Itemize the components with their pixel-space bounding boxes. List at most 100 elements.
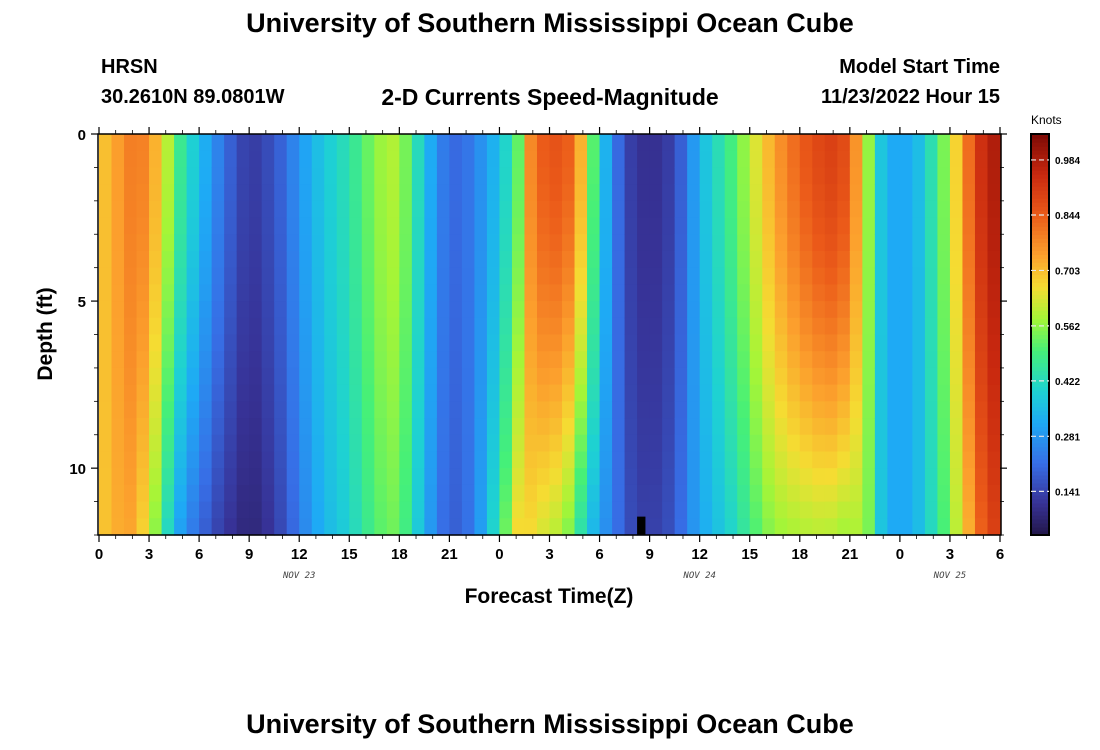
heatmap-cell (399, 451, 413, 469)
heatmap-cell (924, 451, 939, 469)
heatmap-cell (299, 468, 313, 486)
heatmap-cell (937, 334, 951, 352)
heatmap-cell (762, 418, 776, 436)
colorbar-segment (1031, 438, 1049, 444)
heatmap-cell (324, 250, 338, 269)
heatmap-cell (374, 167, 388, 185)
heatmap-cell (486, 451, 501, 469)
heatmap-cell (411, 284, 425, 302)
heatmap-cell (962, 434, 976, 453)
heatmap-cell (762, 167, 776, 185)
heatmap-cell (461, 501, 476, 519)
heatmap-cell (587, 418, 601, 436)
colorbar-segment (1031, 282, 1049, 287)
heatmap-cell (211, 250, 225, 269)
heatmap-cell (149, 200, 163, 219)
heatmap-cell (461, 167, 476, 185)
x-tick-label: 12 (691, 546, 708, 563)
heatmap-cell (874, 518, 888, 536)
heatmap-cell (149, 267, 163, 285)
heatmap-cell (849, 451, 863, 469)
heatmap-cell (687, 518, 701, 536)
heatmap-cell (612, 401, 626, 419)
heatmap-cell (837, 150, 851, 169)
x-tick-label: 0 (896, 546, 904, 563)
heatmap-cell (474, 501, 488, 519)
heatmap-cell (161, 200, 175, 219)
heatmap-cell (274, 451, 288, 469)
heatmap-cell (687, 217, 701, 235)
heatmap-cell (749, 367, 763, 386)
heatmap-cell (299, 250, 313, 269)
heatmap-cell (236, 284, 250, 302)
heatmap-cell (286, 434, 300, 453)
heatmap-cell (687, 401, 701, 419)
heatmap-cell (261, 200, 275, 219)
heatmap-cell (649, 451, 663, 469)
heatmap-cell (837, 317, 851, 336)
heatmap-cell (349, 401, 363, 419)
heatmap-cell (499, 250, 513, 269)
heatmap-cell (274, 418, 288, 436)
heatmap-cell (649, 267, 663, 285)
heatmap-cell (974, 451, 989, 469)
heatmap-cell (924, 434, 939, 453)
heatmap-cell (149, 518, 163, 536)
heatmap-cell (349, 217, 363, 235)
heatmap-cell (949, 317, 964, 336)
heatmap-cell (887, 267, 901, 285)
heatmap-cell (687, 250, 701, 269)
heatmap-cell (336, 234, 350, 252)
heatmap-cell (712, 334, 726, 352)
heatmap-cell (599, 217, 613, 235)
footer-title: University of Southern Mississippi Ocean… (246, 709, 854, 739)
heatmap-cell (386, 250, 400, 269)
heatmap-cell (699, 418, 713, 436)
heatmap-cell (824, 468, 838, 486)
heatmap-cell (374, 234, 388, 252)
heatmap-cell (436, 367, 450, 386)
heatmap-cell (411, 217, 425, 235)
heatmap-cell (562, 484, 576, 503)
heatmap-cell (124, 217, 138, 235)
heatmap-cell (812, 468, 826, 486)
heatmap-cell (124, 150, 138, 169)
heatmap-cell (524, 217, 538, 235)
heatmap-cell (136, 418, 150, 436)
x-tick-label: 3 (946, 546, 954, 563)
heatmap-cell (336, 250, 350, 269)
heatmap-cell (424, 434, 438, 453)
heatmap-cell (336, 434, 350, 453)
heatmap-cell (774, 200, 788, 219)
heatmap-cell (274, 234, 288, 252)
heatmap-cell (962, 150, 976, 169)
heatmap-cell (849, 250, 863, 269)
heatmap-cell (899, 501, 913, 519)
heatmap-cell (524, 234, 538, 252)
heatmap-cell (987, 434, 1001, 453)
heatmap-cell (261, 434, 275, 453)
heatmap-cell (461, 217, 476, 235)
heatmap-cell (774, 367, 788, 386)
heatmap-cell (587, 367, 601, 386)
heatmap-cell (687, 301, 701, 319)
heatmap-cell (449, 501, 463, 519)
heatmap-cell (299, 234, 313, 252)
heatmap-cell (524, 484, 538, 503)
heatmap-cell (499, 317, 513, 336)
date-label: NOV 24 (682, 571, 716, 581)
heatmap-cell (699, 150, 713, 169)
heatmap-cell (749, 317, 763, 336)
heatmap-cell (649, 301, 663, 319)
heatmap-cell (862, 167, 876, 185)
heatmap-cell (674, 217, 688, 235)
heatmap-cell (924, 150, 939, 169)
heatmap-cell (587, 334, 601, 352)
colorbar-segment (1031, 342, 1049, 348)
heatmap-cell (424, 301, 438, 319)
heatmap-cell (274, 484, 288, 503)
heatmap-cell (812, 150, 826, 169)
heatmap-cell (637, 267, 651, 285)
heatmap-cell (587, 267, 601, 285)
heatmap-cell (461, 451, 476, 469)
